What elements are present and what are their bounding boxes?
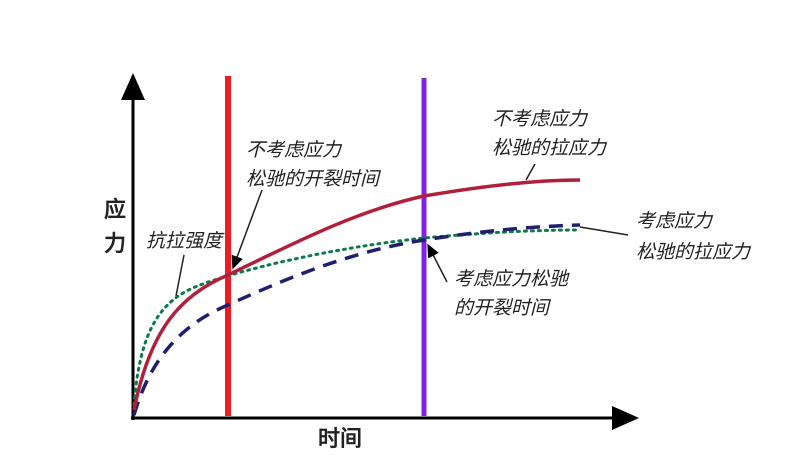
y-axis-label-1: 应 (104, 198, 127, 223)
stress-relax-curve (132, 223, 581, 416)
tensile-strength-label: 抗拉强度 (146, 230, 223, 252)
crack-relax-label-2: 的开裂时间 (454, 297, 550, 319)
stress-no-relax-label-2: 松驰的拉应力 (492, 137, 607, 159)
stress-relax-label-1: 考虑应力 (636, 210, 713, 232)
crack-no-relax-leader (231, 189, 263, 270)
stress-no-relax-label-1: 不考虑应力 (492, 108, 588, 130)
x-axis-label: 时间 (318, 427, 363, 452)
stress-no-relax-leader (525, 163, 536, 181)
y-axis-label-2: 力 (104, 232, 127, 257)
stress-relax-label-2: 松驰的拉应力 (636, 241, 751, 263)
crack-relax-label-1: 考虑应力松驰 (454, 268, 569, 290)
crack-relax-leader (427, 243, 448, 283)
stress-no-relax-curve (132, 178, 581, 411)
crack-no-relax-label-2: 松驰的开裂时间 (246, 168, 380, 190)
tensile-strength-curve (132, 228, 582, 407)
crack-no-relax-label-1: 不考虑应力 (246, 139, 342, 161)
stress-relax-leader (579, 226, 629, 236)
tensile-strength-leader (175, 254, 185, 297)
